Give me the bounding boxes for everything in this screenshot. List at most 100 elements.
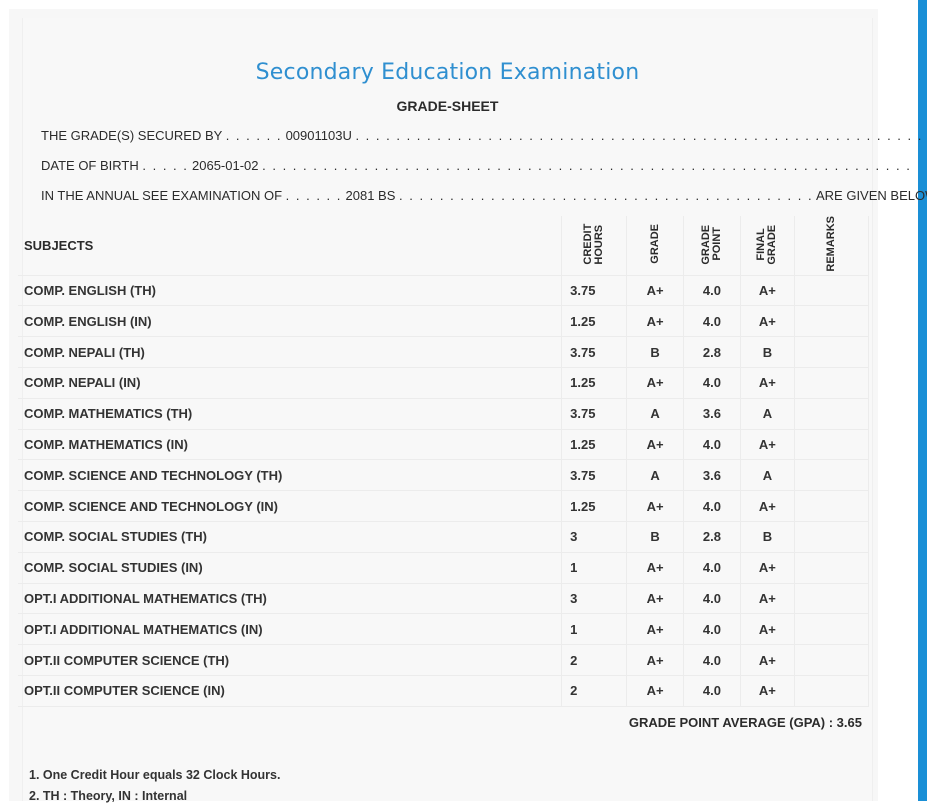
final-grade-cell: A+ [739,675,795,707]
credit-hours-cell: 3.75 [561,336,627,369]
grades-table: SUBJECTS CREDIT HOURS GRADE GRADE POINT … [18,216,870,707]
credit-hours-cell: 1 [561,613,627,646]
final-grade-cell: A+ [739,367,795,399]
credit-hours-cell: 3 [561,521,627,553]
subject-cell: COMP. SCIENCE AND TECHNOLOGY (IN) [18,490,562,522]
symbol-number: 00901103U [285,128,352,143]
final-grade-cell: A [739,398,795,430]
secured-by-line: THE GRADE(S) SECURED BY . . . . . . 0090… [41,128,923,143]
credit-hours-cell: 3.75 [561,459,627,492]
grade-cell: B [626,336,684,369]
table-row: OPT.II COMPUTER SCIENCE (TH) 2 A+ 4.0 A+ [18,644,870,676]
credit-hours-cell: 1 [561,552,627,584]
header-credit-hours: CREDIT HOURS [561,216,627,276]
exam-year: 2081 BS [345,188,396,203]
table-row: COMP. SOCIAL STUDIES (IN) 1 A+ 4.0 A+ [18,552,870,584]
grade-point-cell: 4.0 [682,675,741,707]
header-subjects: SUBJECTS [18,216,562,276]
header-grade: GRADE [626,216,684,276]
table-row: COMP. ENGLISH (IN) 1.25 A+ 4.0 A+ [18,305,870,338]
table-row: OPT.I ADDITIONAL MATHEMATICS (IN) 1 A+ 4.0 A… [18,613,870,646]
grade-point-cell: 3.6 [682,459,741,492]
page-subtitle: GRADE-SHEET [396,98,499,114]
credit-hours-cell: 1.25 [561,305,627,338]
final-grade-cell: A+ [739,429,795,461]
final-grade-cell: A+ [739,552,795,584]
exam-suffix: ARE GIVEN BELOW . . . [815,188,927,203]
remarks-cell [793,459,870,492]
subject-cell: OPT.I ADDITIONAL MATHEMATICS (IN) [18,613,562,646]
credit-hours-cell: 3 [561,583,627,615]
footnote-item: 1. One Credit Hour equals 32 Clock Hours… [29,768,281,782]
credit-hours-cell: 3.75 [561,275,627,307]
header-grade-point: GRADE POINT [682,216,741,276]
subject-cell: OPT.I ADDITIONAL MATHEMATICS (TH) [18,583,562,615]
table-row: COMP. MATHEMATICS (IN) 1.25 A+ 4.0 A+ [18,429,870,461]
grades-table-body: COMP. ENGLISH (TH) 3.75 A+ 4.0 A+ COMP. ENGLI… [18,275,870,707]
subject-cell: OPT.II COMPUTER SCIENCE (TH) [18,644,562,676]
grade-point-cell: 4.0 [682,490,741,522]
final-grade-cell: A [739,459,795,492]
final-grade-cell: A+ [739,490,795,522]
grade-point-cell: 4.0 [682,552,741,584]
remarks-cell [793,521,870,553]
grade-point-cell: 4.0 [682,305,741,338]
secured-by-label: THE GRADE(S) SECURED BY [41,128,223,143]
credit-hours-cell: 3.75 [561,398,627,430]
grade-point-cell: 3.6 [682,398,741,430]
credit-hours-cell: 1.25 [561,429,627,461]
grade-cell: A+ [626,367,684,399]
grade-cell: B [626,521,684,553]
grade-cell: A+ [626,552,684,584]
table-row: OPT.I ADDITIONAL MATHEMATICS (TH) 3 A+ 4.0 A… [18,583,870,615]
credit-hours-cell: 2 [561,675,627,707]
table-row: COMP. MATHEMATICS (TH) 3.75 A 3.6 A [18,398,870,430]
grade-sheet: Secondary Education Examination GRADE-SH… [9,9,927,803]
final-grade-cell: A+ [739,613,795,646]
grade-cell: A [626,459,684,492]
grade-cell: A+ [626,613,684,646]
table-row: COMP. ENGLISH (TH) 3.75 A+ 4.0 A+ [18,275,870,307]
remarks-cell [793,490,870,522]
subject-cell: OPT.II COMPUTER SCIENCE (IN) [18,675,562,707]
grade-cell: A+ [626,583,684,615]
remarks-cell [793,613,870,646]
subject-cell: COMP. ENGLISH (TH) [18,275,562,307]
grade-cell: A+ [626,490,684,522]
remarks-cell [793,336,870,369]
remarks-cell [793,675,870,707]
table-row: OPT.II COMPUTER SCIENCE (IN) 2 A+ 4.0 A+ [18,675,870,707]
grade-cell: A+ [626,644,684,676]
grade-point-cell: 4.0 [682,583,741,615]
grade-cell: A+ [626,275,684,307]
remarks-cell [793,552,870,584]
grade-point-cell: 4.0 [682,429,741,461]
subject-cell: COMP. NEPALI (TH) [18,336,562,369]
final-grade-cell: A+ [739,275,795,307]
grade-point-cell: 4.0 [682,644,741,676]
remarks-cell [793,583,870,615]
remarks-cell [793,429,870,461]
page-title: Secondary Education Examination [255,60,640,85]
grade-cell: A [626,398,684,430]
side-accent-bar [918,0,927,801]
credit-hours-cell: 2 [561,644,627,676]
subject-cell: COMP. SCIENCE AND TECHNOLOGY (TH) [18,459,562,492]
header-remarks: REMARKS [793,216,870,276]
subject-cell: COMP. SOCIAL STUDIES (TH) [18,521,562,553]
remarks-cell [793,275,870,307]
grade-point-cell: 2.8 [682,521,741,553]
grade-cell: A+ [626,305,684,338]
credit-hours-cell: 1.25 [561,367,627,399]
table-row: COMP. NEPALI (TH) 3.75 B 2.8 B [18,336,870,369]
remarks-cell [793,398,870,430]
subject-cell: COMP. NEPALI (IN) [18,367,562,399]
grade-cell: A+ [626,675,684,707]
table-row: COMP. SCIENCE AND TECHNOLOGY (TH) 3.75 A 3.… [18,459,870,492]
grade-point-cell: 2.8 [682,336,741,369]
remarks-cell [793,644,870,676]
dob-value: 2065-01-02 [192,158,259,173]
final-grade-cell: B [739,336,795,369]
grade-cell: A+ [626,429,684,461]
subject-cell: COMP. SOCIAL STUDIES (IN) [18,552,562,584]
